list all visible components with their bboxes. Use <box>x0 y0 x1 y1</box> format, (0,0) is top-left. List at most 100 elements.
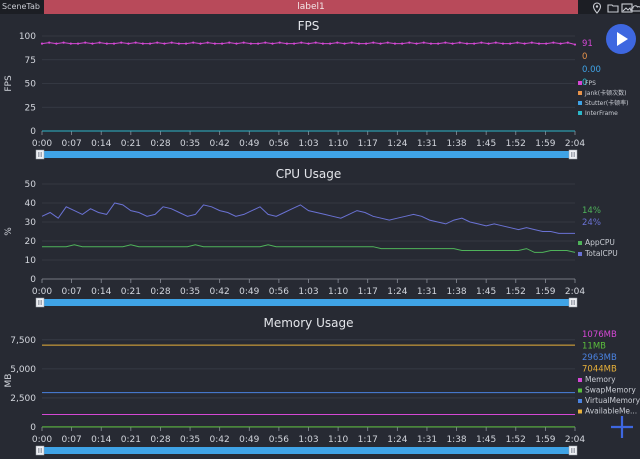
x-tick-label-memory: 1:03 <box>298 435 318 445</box>
x-tick-label-memory: 1:52 <box>506 435 526 445</box>
data-point-fps <box>386 41 389 44</box>
data-point-fps <box>379 42 382 45</box>
timeline-scrollbar-cpu[interactable] <box>36 299 577 306</box>
data-point-fps <box>285 42 288 45</box>
x-tick-label-memory: 0:00 <box>32 435 52 445</box>
y-axis-label-memory: MB <box>4 374 14 388</box>
data-point-fps <box>184 42 188 45</box>
x-tick-label-memory: 1:17 <box>358 435 378 445</box>
y-tick-label-fps: 50 <box>25 80 37 90</box>
x-tick-label-cpu: 1:52 <box>506 287 526 297</box>
timeline-scrollbar-memory[interactable] <box>36 447 577 454</box>
x-tick-label-memory: 0:56 <box>269 435 289 445</box>
cloud-icon[interactable] <box>630 0 640 14</box>
data-point-fps <box>537 42 541 45</box>
x-tick-label-cpu: 0:28 <box>150 287 170 297</box>
data-point-fps <box>415 42 418 45</box>
x-tick-label-memory: 1:31 <box>417 435 437 445</box>
folder-icon[interactable] <box>606 0 620 14</box>
y-tick-label-fps: 25 <box>25 103 36 113</box>
legend-label-memory: VirtualMemory <box>585 396 640 405</box>
data-point-fps <box>465 42 469 45</box>
data-point-fps <box>552 41 555 44</box>
x-tick-label-cpu: 1:31 <box>417 287 437 297</box>
timeline-scrollbar-fps[interactable] <box>36 151 577 158</box>
data-point-fps <box>48 41 51 44</box>
y-tick-label-memory: 7,500 <box>10 336 36 346</box>
x-tick-label-memory: 1:59 <box>535 435 555 445</box>
x-tick-label-fps: 1:45 <box>476 139 496 149</box>
data-point-fps <box>235 42 238 45</box>
x-tick-label-memory: 1:24 <box>387 435 407 445</box>
y-tick-label-cpu: 30 <box>25 218 37 228</box>
data-point-fps <box>437 42 440 45</box>
data-point-fps <box>127 42 130 45</box>
data-point-fps <box>199 42 202 45</box>
x-tick-label-cpu: 0:07 <box>62 287 82 297</box>
data-point-fps <box>256 42 260 45</box>
data-point-fps <box>307 42 310 45</box>
data-point-fps <box>329 42 332 45</box>
data-point-fps <box>480 41 483 44</box>
location-pin-icon[interactable] <box>590 0 604 14</box>
y-tick-label-fps: 75 <box>25 56 36 66</box>
x-tick-label-cpu: 0:56 <box>269 287 289 297</box>
data-point-fps <box>98 41 101 44</box>
add-button[interactable] <box>609 414 635 440</box>
data-point-fps <box>573 43 577 46</box>
legend-swatch-memory <box>578 378 582 382</box>
data-point-fps <box>141 42 144 45</box>
x-tick-label-cpu: 0:35 <box>180 287 200 297</box>
chart-title-memory: Memory Usage <box>263 316 353 330</box>
data-point-fps <box>429 42 433 45</box>
data-point-fps <box>206 41 209 44</box>
data-point-fps <box>314 41 317 44</box>
legend-label-fps: InterFrame <box>585 110 618 117</box>
x-tick-label-cpu: 0:14 <box>91 287 111 297</box>
data-point-fps <box>40 42 44 45</box>
data-point-fps <box>523 42 526 45</box>
legend-swatch-fps <box>578 81 582 85</box>
y-tick-label-cpu: 10 <box>25 256 37 266</box>
series-line-cpu-1 <box>41 202 575 234</box>
top-bar: SceneTab label1 <box>0 0 640 14</box>
scene-tab[interactable]: SceneTab <box>2 2 40 11</box>
x-tick-label-fps: 1:03 <box>298 139 318 149</box>
data-point-fps <box>336 41 339 44</box>
x-tick-label-fps: 0:42 <box>210 139 230 149</box>
data-point-fps <box>357 42 361 45</box>
x-tick-label-memory: 0:35 <box>180 435 200 445</box>
data-point-fps <box>509 42 512 45</box>
data-point-fps <box>120 41 123 44</box>
data-point-fps <box>451 42 454 45</box>
x-tick-label-fps: 0:00 <box>32 139 52 149</box>
x-tick-label-cpu: 2:04 <box>565 287 585 297</box>
x-tick-label-memory: 0:28 <box>150 435 170 445</box>
legend-swatch-fps <box>578 91 582 95</box>
x-tick-label-fps: 0:28 <box>150 139 170 149</box>
data-point-fps <box>300 41 303 44</box>
data-point-fps <box>566 41 569 44</box>
play-button[interactable] <box>606 24 636 54</box>
legend-label-memory: Memory <box>585 375 616 384</box>
y-tick-label-memory: 5,000 <box>10 365 36 375</box>
x-tick-label-fps: 1:10 <box>328 139 348 149</box>
data-point-fps <box>393 42 397 45</box>
data-point-fps <box>62 41 65 44</box>
data-point-fps <box>321 42 325 45</box>
y-tick-label-cpu: 0 <box>30 275 36 285</box>
legend-label-fps: Stutter(卡顿率) <box>585 99 629 107</box>
x-tick-label-fps: 1:17 <box>358 139 378 149</box>
x-tick-label-cpu: 1:59 <box>535 287 555 297</box>
data-point-fps <box>292 42 296 45</box>
x-tick-label-cpu: 1:24 <box>387 287 407 297</box>
x-tick-label-fps: 1:38 <box>446 139 466 149</box>
legend-swatch-fps <box>578 101 582 105</box>
legend-swatch-cpu <box>578 241 582 245</box>
x-tick-label-cpu: 0:42 <box>210 287 230 297</box>
legend-swatch-cpu <box>578 252 582 256</box>
legend-swatch-fps <box>578 111 582 115</box>
x-tick-label-cpu: 1:38 <box>446 287 466 297</box>
x-tick-label-cpu: 1:10 <box>328 287 348 297</box>
